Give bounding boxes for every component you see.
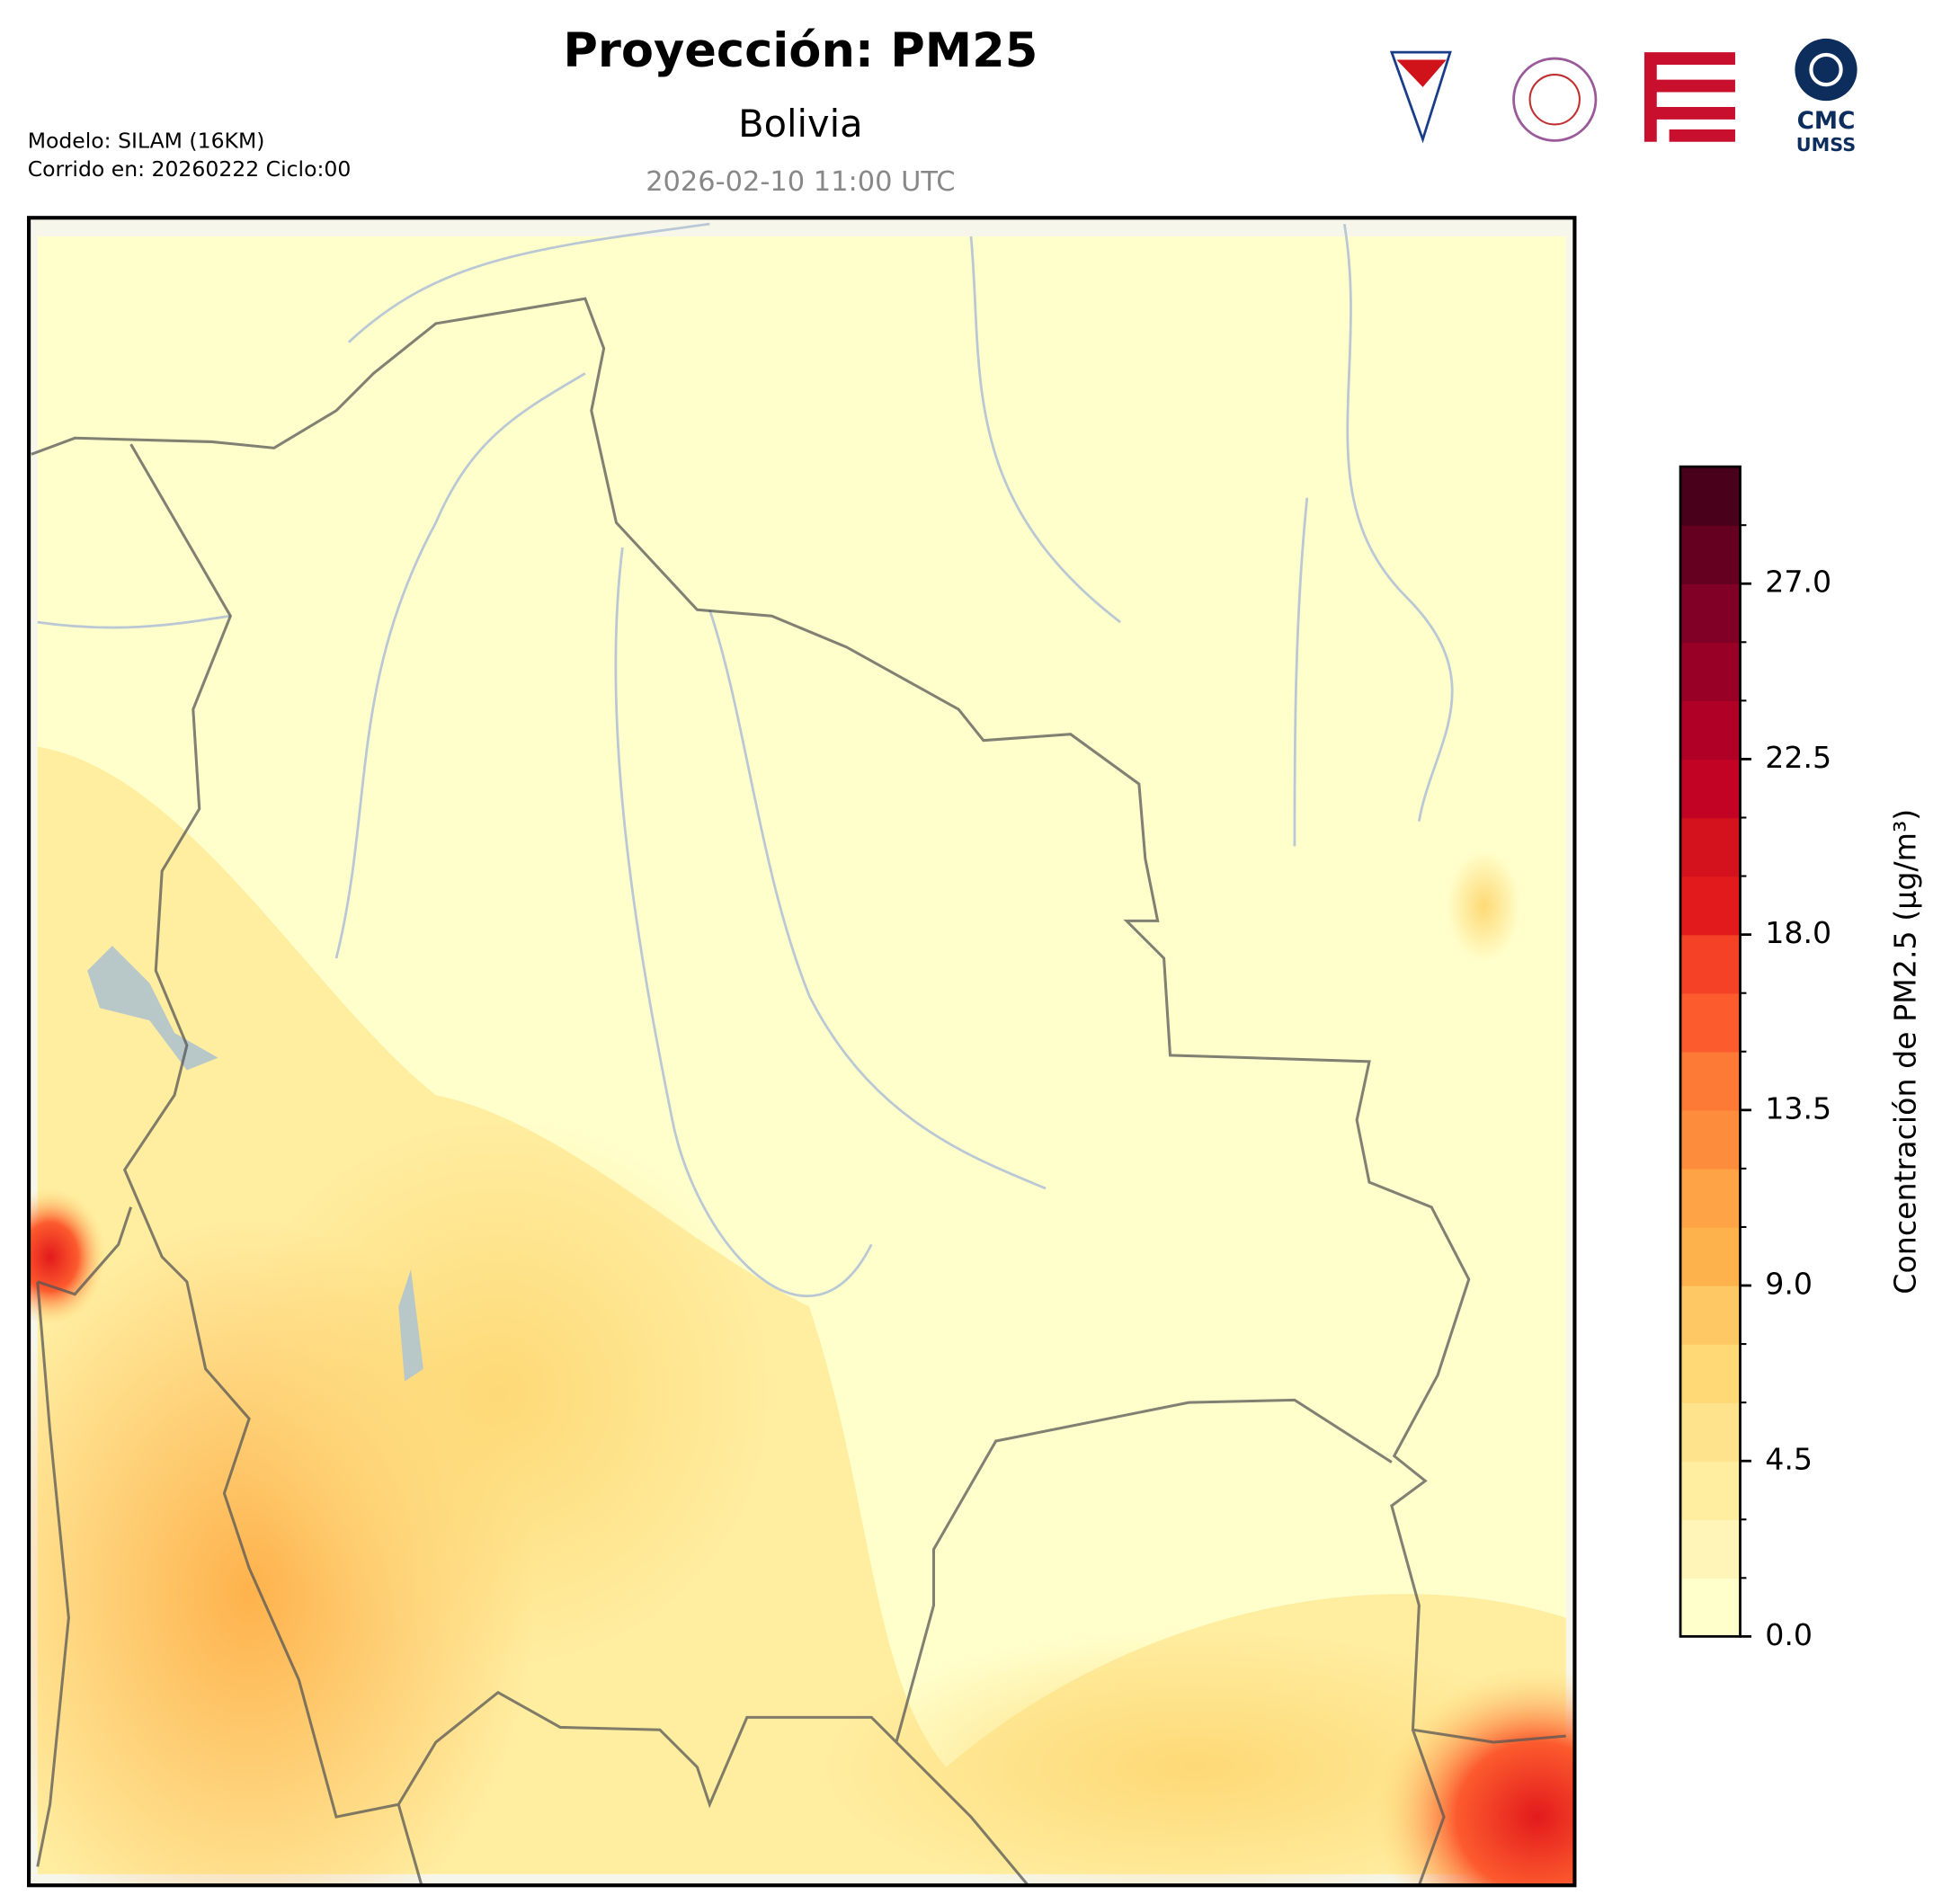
colorbar-label: Concentración de PM2.5 (µg/m³) [1888, 809, 1923, 1295]
lake-poopo [398, 1269, 423, 1382]
umss-text: UMSS [1796, 134, 1856, 156]
fisica-logo [1512, 57, 1598, 142]
colorbar-band [1680, 876, 1741, 936]
colorbar-tick-label: 18.0 [1765, 915, 1831, 950]
colorbar-band [1680, 1578, 1741, 1638]
rivers [37, 222, 1454, 1297]
colorbar-frame [1679, 465, 1742, 1638]
colorbar-band [1680, 642, 1741, 702]
red-logo [1644, 52, 1735, 142]
umss-red [1396, 59, 1447, 87]
colorbar-tick-label: 13.5 [1765, 1090, 1831, 1125]
run-info: Corrido en: 20260222 Ciclo:00 [28, 156, 352, 182]
field-mid2 [224, 1119, 772, 1668]
model-info: Modelo: SILAM (16KM) [28, 128, 265, 153]
colorbar-band [1680, 583, 1741, 643]
field-spot [1446, 850, 1521, 963]
colorbar-tick-label: 9.0 [1765, 1266, 1813, 1301]
map [29, 218, 1575, 1886]
colorbar-band [1680, 1285, 1741, 1345]
colorbar-band [1680, 525, 1741, 584]
map-frame [26, 216, 1577, 1888]
colorbar-band [1680, 1344, 1741, 1403]
colorbar-band [1680, 700, 1741, 761]
colorbar-band [1680, 1109, 1741, 1170]
cmc-circle [1795, 38, 1857, 102]
subtitle: Bolivia [738, 102, 863, 146]
colorbar-band [1680, 1226, 1741, 1286]
timestamp: 2026-02-10 11:00 UTC [646, 166, 955, 198]
field-hot2 [1375, 1668, 1575, 1886]
colorbar-band [1680, 992, 1741, 1053]
colorbar-tick-label: 27.0 [1765, 565, 1831, 600]
colorbar-band [1680, 1402, 1741, 1462]
borders [31, 297, 1566, 1886]
colorbar-band [1680, 1168, 1741, 1228]
umss-shield [1389, 50, 1452, 144]
colorbar-tick-label: 0.0 [1765, 1617, 1813, 1652]
logos: CMC UMSS [1389, 38, 1857, 156]
colorbar-band [1680, 467, 1741, 526]
colorbar-band [1680, 1051, 1741, 1111]
fisica-inner [1528, 74, 1581, 126]
colorbar: 0.0 4.5 9.0 13.5 18.0 22.5 27.0 [1679, 465, 1831, 1652]
title: Proyección: PM25 [563, 23, 1038, 78]
colorbar-band [1680, 759, 1741, 819]
colorbar-band [1680, 1519, 1741, 1579]
colorbar-band [1680, 1461, 1741, 1520]
colorbar-tick-label: 22.5 [1765, 740, 1831, 775]
cmc-text: CMC [1797, 108, 1856, 135]
colorbar-band [1680, 817, 1741, 877]
colorbar-tick-label: 4.5 [1765, 1442, 1813, 1477]
cmc-ring [1809, 52, 1843, 87]
field-hot1 [29, 1188, 106, 1326]
colorbar-band [1680, 934, 1741, 994]
